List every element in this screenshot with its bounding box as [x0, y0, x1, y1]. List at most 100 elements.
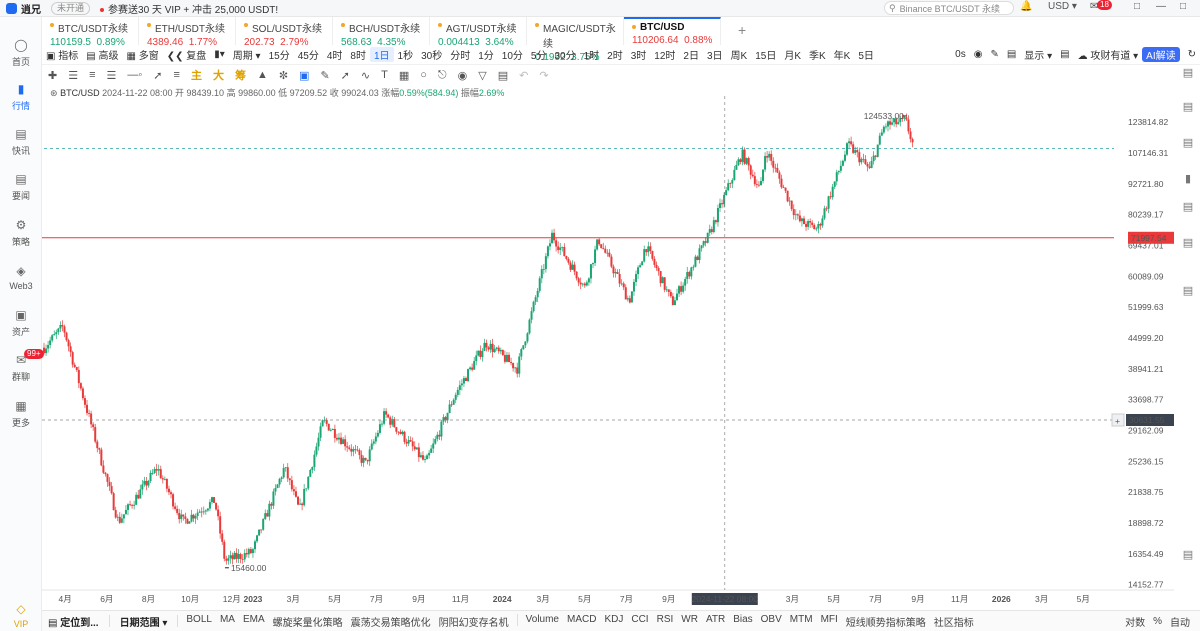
indicator-item[interactable]: 震荡交易策略优化 [350, 617, 431, 629]
indicator-item[interactable]: CCI [631, 613, 649, 625]
cloud-sync-button[interactable]: ☁ 攻财有道 ▾ [1077, 51, 1139, 62]
eye-icon[interactable]: ◉ [457, 69, 468, 82]
indicator-item[interactable]: KDJ [604, 613, 624, 625]
maximize-icon[interactable]: □ [1180, 1, 1187, 12]
period-13[interactable]: 1时 [583, 51, 600, 62]
collapse-panel-icon[interactable]: ▤ [1182, 549, 1194, 561]
indicator-item[interactable]: MA [219, 613, 235, 625]
period-2[interactable]: 45分 [297, 51, 319, 62]
redo-icon[interactable]: ↷ [539, 69, 549, 82]
big-button[interactable]: 大 [212, 70, 224, 82]
period-14[interactable]: 2时 [607, 51, 623, 62]
indicator-item[interactable]: ATR [705, 613, 726, 625]
period-15[interactable]: 3时 [630, 51, 647, 62]
replay-button[interactable]: ❮❮ 复盘 [166, 51, 207, 62]
period-17[interactable]: 2日 [683, 51, 699, 62]
period-16[interactable]: 12时 [654, 51, 676, 62]
period-11[interactable]: 5分 [530, 51, 547, 62]
edit-icon[interactable]: ✎ [990, 49, 999, 60]
sidebar-item-market[interactable]: ▮ 行情 [0, 83, 42, 112]
display-button[interactable]: 显示 ▾ [1024, 51, 1053, 62]
sidebar-item-asset[interactable]: ▣ 资产 [0, 309, 42, 338]
sidebar-item-web3[interactable]: ◈ Web3 [0, 265, 42, 292]
indicator-item[interactable]: Volume [525, 613, 559, 625]
indicator-button[interactable]: ▣ 指标 [46, 51, 79, 62]
multi-window-button[interactable]: ▦ 多窗 [126, 51, 159, 62]
sidebar-item-flash[interactable]: ▤ 快讯 [0, 128, 42, 157]
add-tab-icon[interactable]: + [738, 22, 747, 38]
fib-icon[interactable]: ≡ [173, 69, 180, 81]
pattern-icon[interactable]: ▲ [256, 69, 268, 81]
indicator-item[interactable]: MFI [820, 613, 838, 625]
orderbook-icon[interactable]: ▤ [1182, 101, 1194, 113]
indicator-item[interactable]: 螺旋桨量化策略 [272, 617, 343, 629]
indicator-item[interactable]: 社区指标 [933, 617, 974, 629]
magnet-icon[interactable]: ⎋ [437, 68, 447, 81]
advanced-button[interactable]: ▤ 高级 [86, 51, 119, 62]
period-6[interactable]: 1秒 [397, 51, 414, 62]
period-7[interactable]: 30秒 [421, 51, 443, 62]
indicator-item[interactable]: OBV [760, 613, 782, 625]
indicator-item[interactable]: MTM [789, 613, 813, 625]
trash-icon[interactable]: ▤ [497, 69, 509, 82]
ticker-tab[interactable]: ETH/USDT永续 4389.46 1.77% [139, 17, 236, 48]
sidebar-item-more[interactable]: ▦ 更多 [0, 400, 42, 429]
period-20[interactable]: 15日 [755, 51, 777, 62]
indicator-item[interactable]: MACD [567, 613, 597, 625]
sidebar-item-headline[interactable]: ▤ 要闻 [0, 173, 42, 202]
ticker-tab[interactable]: MAGIC/USDT永续 0.1992 3.75% [527, 17, 624, 63]
settings-icon[interactable]: ▤ [1060, 49, 1070, 60]
wave-icon[interactable]: ∿ [360, 69, 371, 82]
indicator-item[interactable]: 阴阳幻变存名机 [438, 617, 509, 629]
tool-icon[interactable]: ▤ [1182, 201, 1194, 213]
period-21[interactable]: 月K [784, 51, 801, 62]
template-icon[interactable]: ▤ [1006, 49, 1017, 60]
status-pill[interactable]: 未开通 [51, 1, 91, 15]
indicator-item[interactable]: WR [681, 613, 698, 625]
main-button[interactable]: 主 [190, 70, 202, 82]
goto-button[interactable]: ▤ 定位到... [48, 617, 99, 629]
currency-select[interactable]: USD ▾ [1048, 1, 1077, 12]
date-range-button[interactable]: 日期范围 ▾ [119, 617, 168, 629]
indicator-item[interactable]: RSI [656, 613, 674, 625]
layout-icon[interactable]: □ [1134, 1, 1141, 12]
period-8[interactable]: 分时 [450, 51, 471, 62]
path-icon[interactable]: ➚ [340, 69, 350, 82]
ai-interpret-button[interactable]: AI解读 [1142, 47, 1180, 62]
minimize-icon[interactable]: — [1156, 1, 1166, 12]
sidebar-item-home[interactable]: ◯ 首页 [0, 39, 42, 68]
text-icon[interactable]: T [381, 69, 388, 81]
chart-type-icon[interactable]: ▮▾ [214, 49, 225, 60]
chip-button[interactable]: 筹 [234, 70, 246, 82]
ticker-tab[interactable]: BCH/USDT永续 568.63 4.35% [333, 17, 430, 48]
period-4[interactable]: 8时 [350, 51, 366, 62]
indicator-item[interactable]: BOLL [186, 613, 212, 625]
period-5[interactable]: 1日 [369, 47, 394, 62]
sidebar-item-strategy[interactable]: ⚙ 策略 [0, 219, 42, 248]
period-select[interactable]: 周期 ▾ [232, 51, 261, 62]
hline-icon[interactable]: ☰ [68, 69, 79, 82]
indicator-item[interactable]: Bias [733, 613, 753, 625]
lock-icon[interactable]: ○ [420, 69, 427, 81]
search-input[interactable]: ⚲ Binance BTC/USDT 永续 [884, 1, 1014, 15]
share-icon[interactable]: ↻ [1187, 49, 1196, 60]
watchlist-icon[interactable]: ▤ [1182, 67, 1194, 79]
candlestick-chart[interactable]: 123814.82 107146.31 92721.80 80239.17 69437.… [42, 96, 1174, 610]
copy-icon[interactable]: ▣ [299, 69, 310, 82]
auto-toggle[interactable]: 自动 [1170, 617, 1190, 629]
collapse-icon[interactable]: ⊛ [50, 88, 58, 98]
percent-toggle[interactable]: % [1153, 615, 1162, 627]
mail-icon[interactable]: ✉ [1090, 1, 1099, 12]
channel-icon[interactable]: ≡ [89, 69, 96, 81]
ticker-tab-selected[interactable]: BTC/USD 110206.64 0.88% [624, 17, 721, 46]
period-18[interactable]: 3日 [706, 51, 723, 62]
camera-icon[interactable]: ◉ [973, 49, 983, 60]
indicator-item[interactable]: EMA [242, 613, 265, 625]
period-3[interactable]: 4时 [326, 51, 343, 62]
alert-icon[interactable]: ▤ [1182, 237, 1194, 249]
log-scale-toggle[interactable]: 对数 [1125, 617, 1146, 629]
period-19[interactable]: 周K [730, 51, 748, 62]
analysis-icon[interactable]: ▮ [1184, 173, 1192, 185]
period-22[interactable]: 季K [809, 51, 826, 62]
undo-icon[interactable]: ↶ [519, 69, 529, 82]
